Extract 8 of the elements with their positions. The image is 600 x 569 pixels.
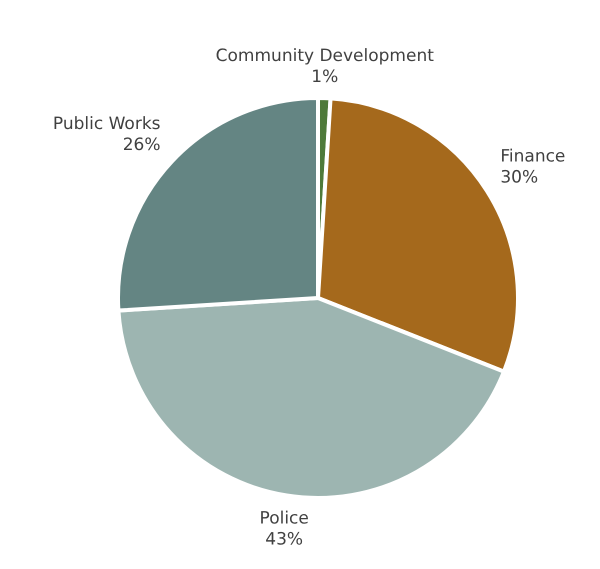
slice-label: Public Works [52,114,161,134]
data-label: 43% [265,529,304,550]
data-label: 30% [500,167,538,188]
slice-label: Police [260,508,309,528]
data-label: 1% [311,67,338,88]
data-label: 26% [122,135,161,156]
slice-label: Finance [500,146,566,166]
slice-label: Community Development [216,46,434,66]
